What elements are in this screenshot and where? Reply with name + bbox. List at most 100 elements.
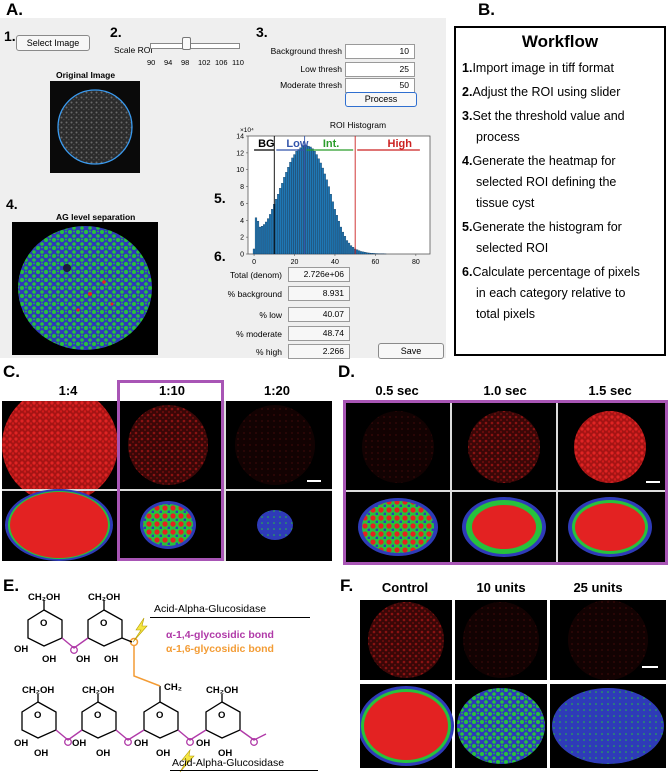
workflow-step-number: 5. [462,220,472,234]
histogram-bar [287,167,289,254]
workflow-step-text: in each category relative to [462,286,625,300]
histogram-bar [294,155,296,254]
panel-b-label: B. [478,0,495,20]
x-tick-label: 20 [291,259,299,266]
step-3-label: 3. [256,24,268,40]
histogram-bar [308,146,310,254]
enzyme-label-top: Acid-Alpha-Glucosidase [154,603,266,615]
workflow-step-text: selected ROI defining the [462,175,616,189]
histogram-bar [281,183,283,254]
original-image [50,81,140,173]
histogram-bar [340,227,342,254]
scale-roi-slider-track[interactable] [150,43,240,49]
workflow-step-2: 2.Adjust the ROI using slider [462,82,620,103]
save-button[interactable]: Save [378,343,444,359]
histogram-bar [334,209,336,254]
step-1-label: 1. [4,28,16,44]
histogram-bar [324,174,326,254]
x-tick-label: 0 [252,259,256,266]
histogram-bar [291,158,293,254]
panel-f-col1-label: Control [360,580,450,595]
workflow-step-5: 5.Generate the histogram for selected ROI [462,217,622,259]
workflow-step-text: Set the threshold value and [472,109,624,123]
stat-value-background: 8.931 [288,286,350,301]
stat-label-total: Total (denom) [200,270,282,280]
glycogen-structure: CH₂OH CH₂OH CH₂OH CH₂OH CH₂ CH₂OH O O O … [14,590,334,773]
workflow-step-text: Calculate percentage of pixels [472,265,639,279]
oh-label-10: OH [156,748,170,759]
histogram-bar [328,187,330,254]
x-tick-label: 40 [331,259,339,266]
workflow-step-text: Import image in tiff format [472,61,614,75]
background-thresh-input[interactable]: 10 [345,44,415,59]
ag-heatmap-image [12,222,158,355]
workflow-step-text: total pixels [462,307,535,321]
histogram-bar [277,194,279,254]
workflow-step-text: selected ROI [462,241,548,255]
workflow-step-3: 3.Set the threshold value and process [462,106,625,148]
workflow-step-number: 1. [462,61,472,75]
histogram-bar [289,162,291,254]
threshold-label: Low [286,138,308,150]
histogram-bar [298,149,300,254]
background-thresh-label: Background thresh [266,46,342,56]
process-button[interactable]: Process [345,92,417,107]
low-thresh-label: Low thresh [266,64,342,74]
stat-value-low: 40.07 [288,307,350,322]
panel-f-label: F. [340,576,353,596]
histogram-bar [320,163,322,254]
oh-label-4: OH [104,654,118,665]
histogram-bar [366,253,368,254]
histogram-bar [368,253,370,254]
moderate-thresh-label: Moderate thresh [266,80,342,90]
y-tick-label: 14 [236,134,244,141]
histogram-bar [330,194,332,254]
panel-d-col2-label: 1.0 sec [455,383,555,398]
step-6-label: 6. [214,248,226,264]
histogram-bar [257,221,259,254]
bolt-icon-top [133,618,147,642]
workflow-box: Workflow 1.Import image in tiff format 2.… [454,26,666,356]
ch2oh-label-3: CH₂OH [22,685,54,696]
scale-roi-slider-thumb[interactable] [182,37,191,50]
histogram-bar [360,251,362,254]
threshold-label: BG [258,138,275,150]
histogram-bar [263,225,265,255]
histogram-bar [312,149,314,254]
oh-label-8: OH [96,748,110,759]
ch2oh-label-5: CH₂OH [206,685,238,696]
oh-label-9: OH [134,738,148,749]
oh-label-1: OH [14,644,28,655]
workflow-step-text: Adjust the ROI using slider [472,85,620,99]
slider-tick-label: 106 [215,58,228,67]
oh-label-5: OH [14,738,28,749]
oh-label-7: OH [72,738,86,749]
y-tick-label: 2 [240,235,244,242]
workflow-title: Workflow [456,32,664,52]
histogram-bar [344,236,346,254]
workflow-step-text: process [462,130,520,144]
workflow-step-number: 6. [462,265,472,279]
select-image-button[interactable]: Select Image [16,35,90,51]
step-5-label: 5. [214,190,226,206]
histogram-bar [370,253,372,254]
workflow-step-text: tissue cyst [462,196,534,210]
stat-value-high: 2.266 [288,344,350,359]
x-tick-label: 80 [412,259,420,266]
histogram-bar [346,241,348,254]
step-2-label: 2. [110,24,122,40]
panel-c-col1-label: 1:4 [22,383,114,398]
histogram-bar [336,215,338,254]
low-thresh-input[interactable]: 25 [345,62,415,77]
panel-c-col3-label: 1:20 [232,383,322,398]
moderate-thresh-input[interactable]: 50 [345,78,415,93]
workflow-step-text: Generate the histogram for [472,220,621,234]
histogram-bar [332,202,334,254]
histogram-bar [314,151,316,254]
workflow-step-number: 3. [462,109,472,123]
slider-tick-label: 94 [164,58,172,67]
x-tick-label: 60 [372,259,380,266]
enzyme-label-bottom: Acid-Alpha-Glucosidase [172,757,284,769]
